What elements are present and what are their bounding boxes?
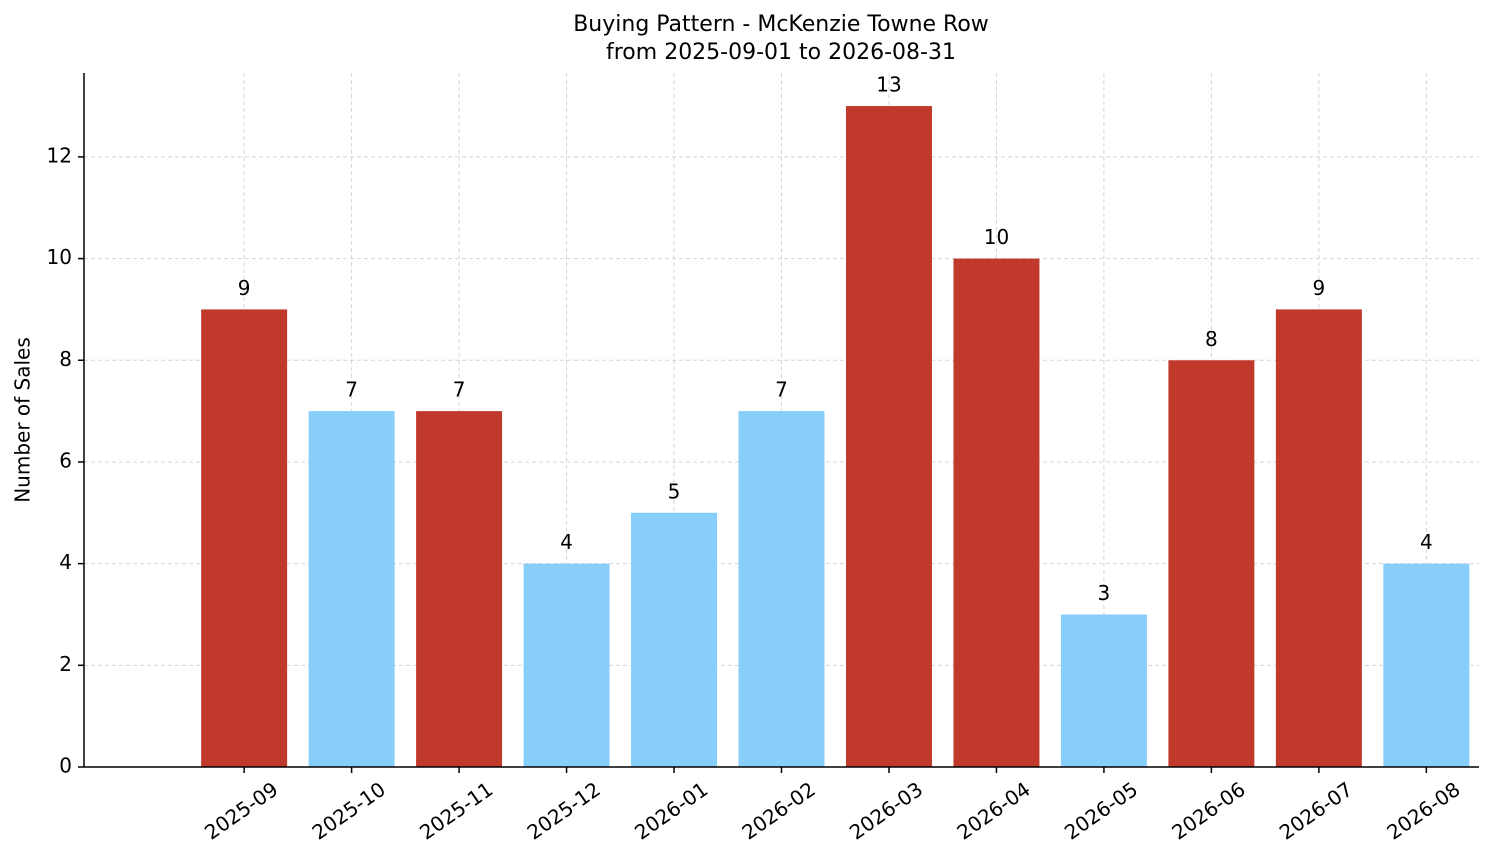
y-tick-label: 4 xyxy=(59,550,72,574)
value-label: 13 xyxy=(876,73,901,97)
value-label: 9 xyxy=(238,276,251,300)
value-label: 4 xyxy=(1420,530,1433,554)
x-tick-label: 2026-08 xyxy=(1382,777,1464,845)
x-tick-label: 2025-09 xyxy=(200,777,282,845)
bar xyxy=(845,106,932,768)
y-tick-label: 2 xyxy=(59,652,72,676)
value-label: 7 xyxy=(775,378,788,402)
bar xyxy=(1275,309,1362,767)
x-tick-label: 2026-05 xyxy=(1060,777,1142,845)
value-label: 8 xyxy=(1205,327,1218,351)
bar xyxy=(308,411,395,767)
bar xyxy=(1168,360,1255,767)
x-tick-label: 2026-01 xyxy=(630,777,712,845)
y-tick-label: 6 xyxy=(59,448,72,472)
value-label: 9 xyxy=(1312,276,1325,300)
value-label: 7 xyxy=(453,378,466,402)
y-axis-label: Number of Sales xyxy=(11,337,35,503)
y-tick-label: 8 xyxy=(59,347,72,371)
bar xyxy=(416,411,503,767)
bar xyxy=(738,411,825,767)
bar xyxy=(953,258,1040,767)
chart-subtitle: from 2025-09-01 to 2026-08-31 xyxy=(606,40,956,65)
x-tick-label: 2025-10 xyxy=(308,777,390,845)
value-label: 7 xyxy=(345,378,358,402)
bar xyxy=(201,309,288,767)
bar xyxy=(631,512,718,767)
y-tick-label: 12 xyxy=(47,143,72,167)
value-label: 3 xyxy=(1098,581,1111,605)
bar xyxy=(523,563,610,767)
x-tick-label: 2026-03 xyxy=(845,777,927,845)
value-label: 4 xyxy=(560,530,573,554)
x-tick-label: 2025-12 xyxy=(523,777,605,845)
x-tick-label: 2026-04 xyxy=(952,777,1034,845)
x-tick-label: 2025-11 xyxy=(415,777,497,845)
bar xyxy=(1383,563,1470,767)
x-tick-label: 2026-06 xyxy=(1167,777,1249,845)
x-tick-label: 2026-07 xyxy=(1275,777,1357,845)
y-tick-label: 0 xyxy=(59,754,72,778)
value-label: 10 xyxy=(984,225,1009,249)
chart-title: Buying Pattern - McKenzie Towne Row xyxy=(573,12,989,37)
value-label: 5 xyxy=(668,479,681,503)
bar xyxy=(1060,614,1147,767)
y-tick-label: 10 xyxy=(47,245,72,269)
x-tick-label: 2026-02 xyxy=(738,777,820,845)
